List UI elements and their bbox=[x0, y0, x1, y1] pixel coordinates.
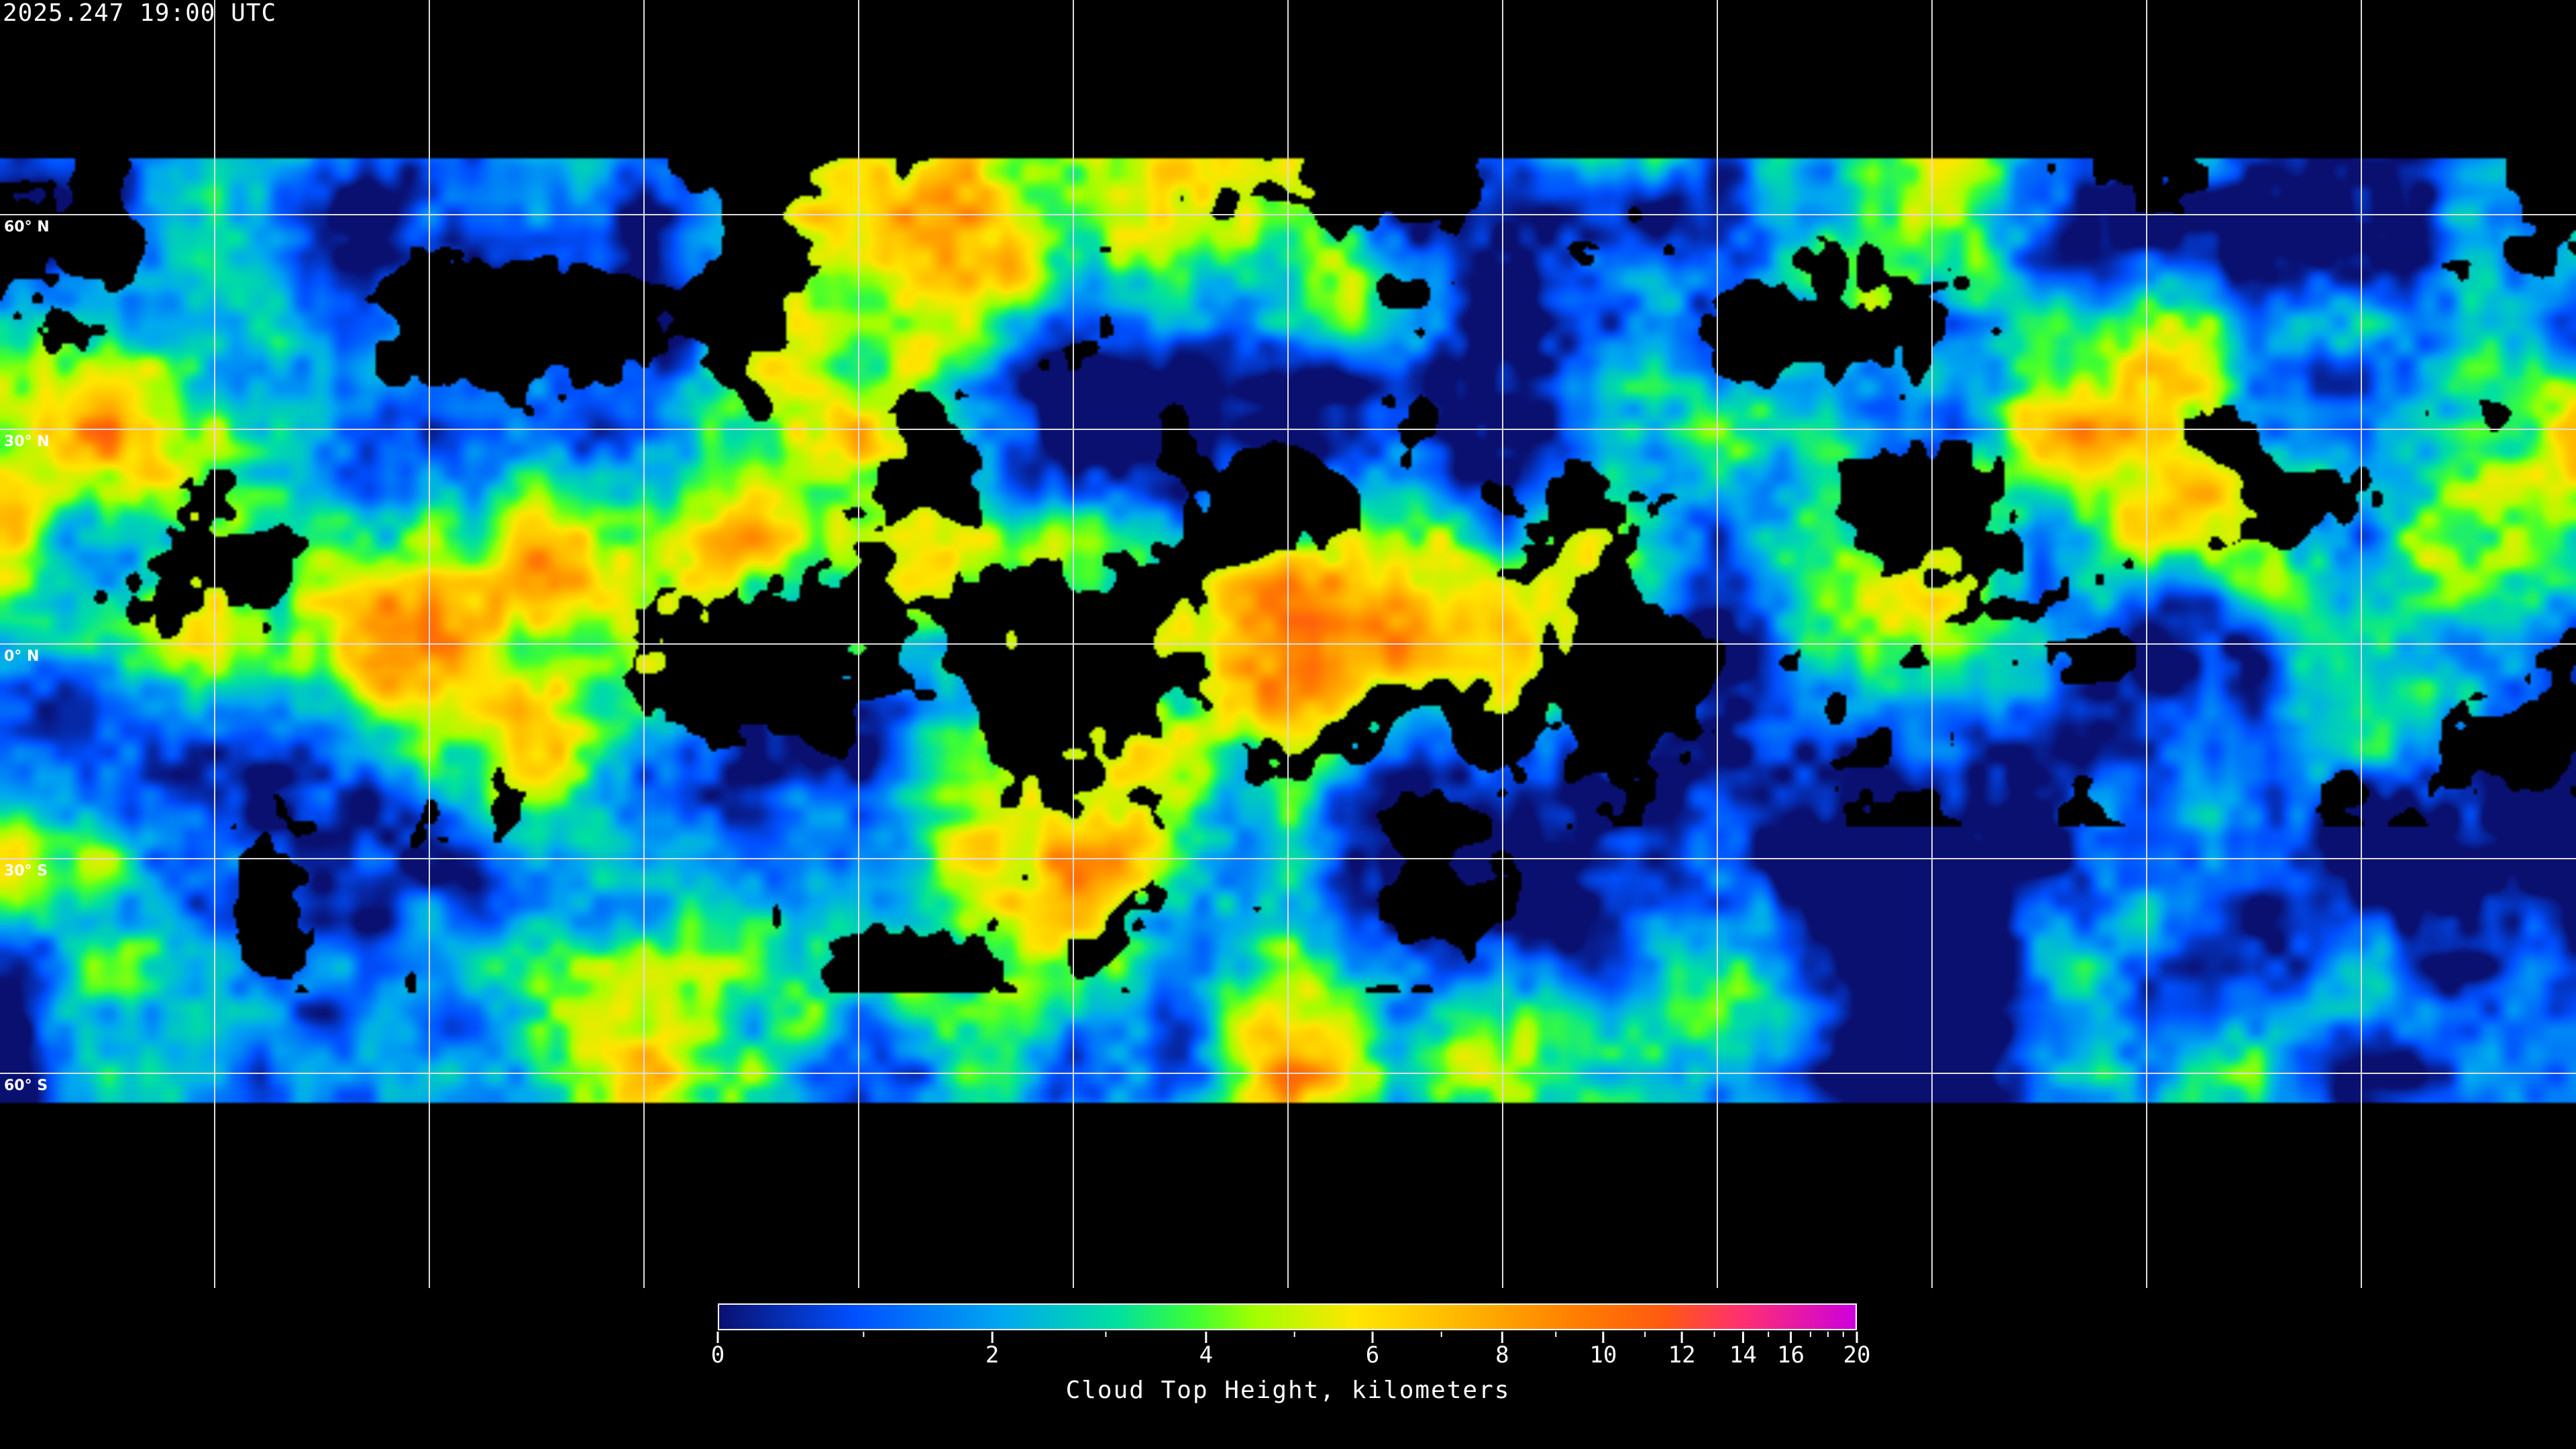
tick-label: 16 bbox=[1777, 1342, 1805, 1368]
latitude-label: 0° N bbox=[4, 648, 40, 665]
colorbar bbox=[718, 1303, 1857, 1330]
latitude-label: 30° S bbox=[4, 863, 48, 879]
tick-label: 4 bbox=[1199, 1342, 1214, 1368]
graticule bbox=[0, 0, 2576, 1288]
timestamp: 2025.247 19:00 UTC bbox=[3, 0, 277, 27]
latitude-label: 60° N bbox=[4, 219, 50, 235]
tick-label: 8 bbox=[1495, 1342, 1509, 1368]
tick-label: 14 bbox=[1729, 1342, 1757, 1368]
tick-label: 20 bbox=[1843, 1342, 1871, 1368]
latitude-label: 60° S bbox=[4, 1077, 48, 1094]
colorbar-title: Cloud Top Height, kilometers bbox=[1065, 1377, 1511, 1404]
tick-label: 2 bbox=[985, 1342, 1000, 1368]
tick-label: 0 bbox=[710, 1342, 725, 1368]
latitude-label: 30° N bbox=[4, 433, 50, 450]
tick-label: 12 bbox=[1668, 1342, 1696, 1368]
tick-label: 6 bbox=[1365, 1342, 1380, 1368]
tick-label: 10 bbox=[1589, 1342, 1617, 1368]
